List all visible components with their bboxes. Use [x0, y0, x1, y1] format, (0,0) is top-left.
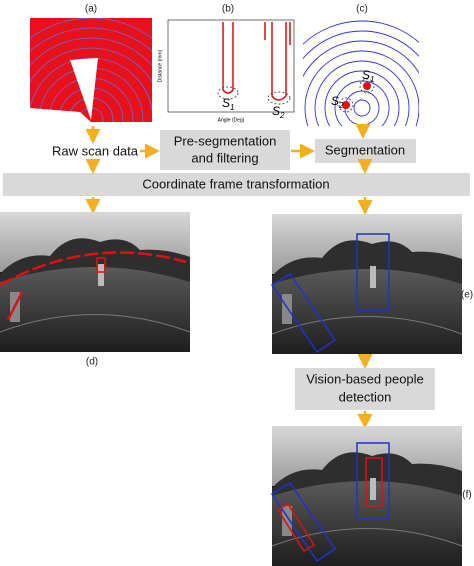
panel-label: (a): [85, 4, 97, 15]
segment-label: S2: [272, 104, 285, 120]
segment-curve: [222, 22, 234, 94]
segment-curve: [264, 22, 291, 101]
step-text: Coordinate frame transformation: [142, 176, 329, 191]
camera-image: [0, 211, 191, 353]
segment-label: S1: [222, 96, 234, 112]
detection-box: [356, 442, 390, 520]
step-text: detection: [339, 389, 392, 404]
panel-label: (e): [461, 290, 473, 301]
panel-label: (c): [356, 4, 368, 15]
step-text: Pre-segmentation: [174, 133, 277, 148]
x-axis-label: Angle (Deg): [218, 117, 245, 123]
panel-label: (f): [462, 490, 471, 501]
step-box: [3, 173, 470, 196]
arrow: [85, 126, 373, 429]
y-axis-label: Distance (mm): [157, 49, 163, 82]
segment-label: S2: [331, 94, 344, 110]
step-box: [160, 130, 290, 170]
detection-box: [356, 233, 390, 311]
step-box: [295, 368, 435, 410]
segment-label: S1: [362, 68, 374, 84]
step-text: Segmentation: [325, 142, 405, 157]
raw-scan-plot: [30, 18, 152, 122]
detection-box: [365, 457, 383, 507]
scan-overlay: [0, 251, 187, 287]
panel-label: (b): [222, 4, 234, 15]
panel-label: (d): [86, 357, 98, 368]
step-text: Raw scan data: [52, 143, 139, 158]
segmentation-plot: [303, 20, 419, 126]
step-text: and filtering: [191, 150, 258, 165]
camera-image: [271, 213, 463, 355]
step-text: Vision-based people: [306, 371, 424, 386]
